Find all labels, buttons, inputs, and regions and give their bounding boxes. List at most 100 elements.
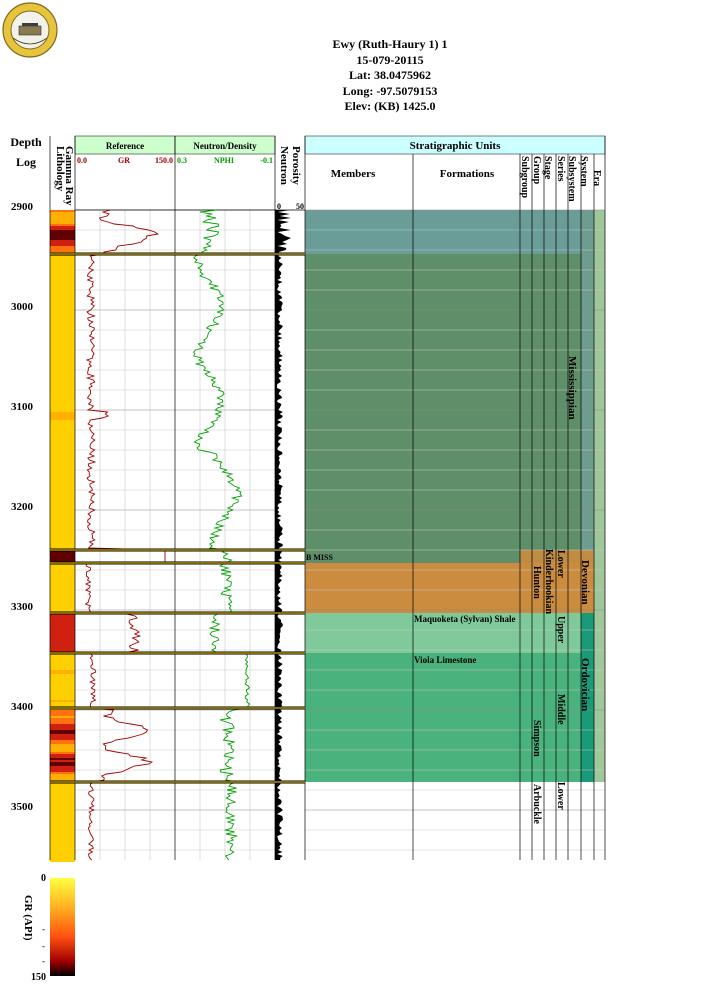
por-min: 0 [277,202,281,211]
lithology-band [50,618,75,620]
lithology-band [50,498,75,500]
gr-colorbar [50,878,75,976]
ordovician-system-fill [581,613,594,782]
lithology-band [50,226,75,228]
lithology-band [50,536,75,538]
lithology-band [50,302,75,304]
lithology-band [50,368,75,370]
colorbar-max: 150 [31,972,46,983]
lithology-band [50,722,75,724]
gamma-ray-title: Gamma Ray [63,146,75,206]
lithology-band [50,538,75,540]
lithology-band [50,268,75,270]
lithology-band [50,410,75,412]
lithology-band [50,642,75,644]
lithology-band [50,568,75,570]
lithology-band [50,638,75,640]
lithology-band [50,566,75,568]
lithology-band [50,426,75,428]
lithology-band [50,528,75,530]
lithology-band [50,704,75,706]
lithology-band [50,330,75,332]
lithology-band [50,754,75,756]
lithology-band [50,688,75,690]
lithology-band [50,430,75,432]
lithology-band [50,296,75,298]
lithology-band [50,256,75,258]
lithology-band [50,622,75,624]
lithology-band [50,636,75,638]
lithology-band [50,250,75,252]
reference-title: Reference [106,141,144,151]
lithology-band [50,382,75,384]
lithology-band [50,842,75,844]
lithology-band [50,464,75,466]
lithology-band [50,246,75,248]
lithology-band [50,328,75,330]
lithology-band [50,220,75,222]
lithology-band [50,774,75,776]
lithology-band [50,354,75,356]
upper-series-label: Upper [555,616,566,644]
lithology-band [50,728,75,730]
colorbar-tick-1: - [42,924,45,934]
lithology-band [50,272,75,274]
viola-label: Viola Limestone [414,655,476,665]
lithology-band [50,564,75,566]
gr-max: 150.0 [155,156,173,165]
lithology-band [50,376,75,378]
mississippian-system-fill [581,210,594,555]
lithology-band [50,418,75,420]
lithology-band [50,668,75,670]
lithology-band [50,446,75,448]
lithology-band [50,732,75,734]
depth-3100: 3100 [11,401,34,413]
lithology-band [50,840,75,842]
lithology-band [50,286,75,288]
lithology-band [50,216,75,218]
colorbar-tick-3: - [42,956,45,966]
lithology-band [50,698,75,700]
lithology-band [50,682,75,684]
lithology-band [50,680,75,682]
lithology-band [50,532,75,534]
gr-curve [84,209,166,861]
porosity-title: Porosity [290,146,302,185]
lithology-band [50,262,75,264]
lithology-band [50,282,75,284]
lithology-band [50,366,75,368]
lithology-band [50,394,75,396]
lithology-band [50,508,75,510]
lithology-band [50,624,75,626]
lithology-band [50,320,75,322]
lithology-band [50,456,75,458]
lithology-band [50,742,75,744]
lithology-band [50,676,75,678]
lithology-band [50,300,75,302]
lithology-band [50,720,75,722]
lithology-band [50,468,75,470]
api-number: 15-079-20115 [356,52,424,67]
lithology-band [50,436,75,438]
lithology-band [50,422,75,424]
log-title: Log [16,155,36,169]
lithology-band [50,224,75,226]
lithology-band [50,748,75,750]
lithology-band [50,844,75,846]
lithology-band [50,352,75,354]
lithology-band [50,846,75,848]
well-name: Ewy (Ruth-Haury 1) 1 [332,37,448,51]
system-title: System [578,156,589,187]
lithology-band [50,466,75,468]
lithology-band [50,778,75,780]
lithology-band [50,370,75,372]
lithology-band [50,852,75,854]
depth-3200: 3200 [11,501,34,513]
lithology-band [50,626,75,628]
lithology-band [50,276,75,278]
lithology-band [50,486,75,488]
neutron-density-title: Neutron/Density [193,141,257,151]
lithology-band [50,602,75,604]
lithology-band [50,796,75,798]
kinderhookian-label: Kinderhookian [543,549,554,614]
